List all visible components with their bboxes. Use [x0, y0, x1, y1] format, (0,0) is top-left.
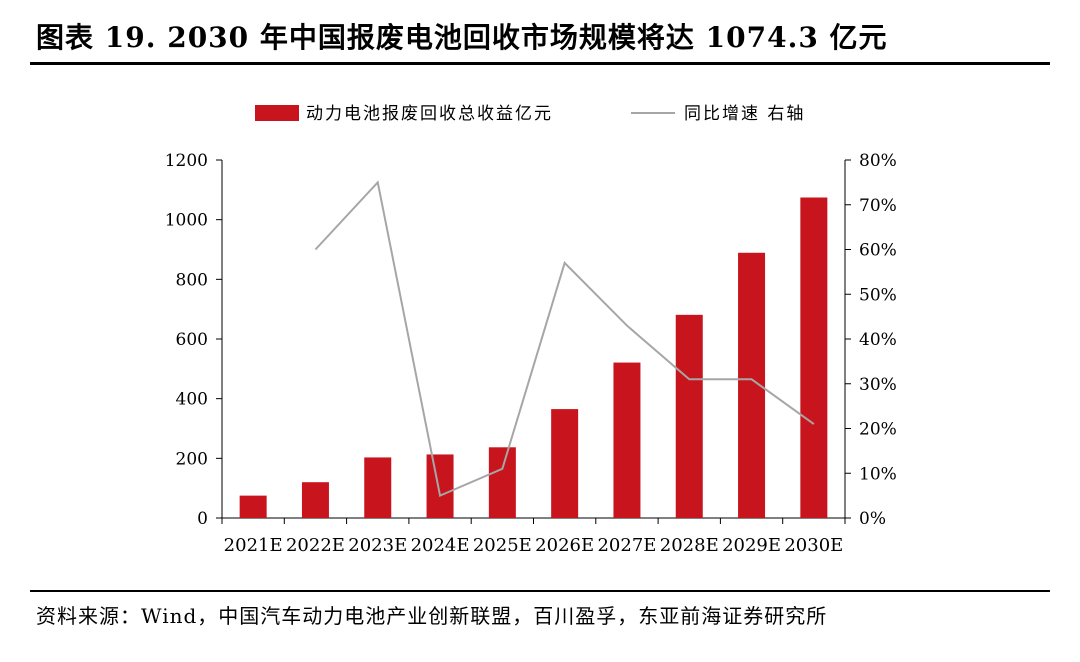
- y-right-tick-label: 30%: [859, 375, 897, 395]
- x-tick-label: 2024E: [411, 535, 470, 556]
- x-tick-label: 2028E: [660, 535, 719, 556]
- legend-swatch-bar: [255, 105, 299, 121]
- figure-title: 图表 19. 2030 年中国报废电池回收市场规模将达 1074.3 亿元: [36, 21, 888, 54]
- y-right-tick-label: 60%: [859, 241, 897, 261]
- legend-label-line: 同比增速 右轴: [684, 104, 805, 124]
- bar: [301, 482, 329, 518]
- title-rule: [30, 62, 1050, 65]
- y-right-tick-label: 10%: [859, 464, 897, 484]
- y-right-tick-label: 70%: [859, 196, 897, 216]
- y-right-tick-label: 50%: [859, 285, 897, 305]
- bar: [800, 197, 828, 519]
- bar: [675, 314, 703, 518]
- x-tick-label: 2030E: [784, 535, 843, 556]
- bar: [239, 495, 267, 518]
- y-right-tick-label: 80%: [859, 151, 897, 171]
- x-tick-label: 2027E: [597, 535, 656, 556]
- x-tick-label: 2023E: [348, 535, 407, 556]
- x-tick-label: 2025E: [473, 535, 532, 556]
- x-tick-label: 2021E: [224, 535, 283, 556]
- x-tick-label: 2029E: [722, 535, 781, 556]
- x-tick-label: 2022E: [286, 535, 345, 556]
- y-right-tick-label: 40%: [859, 330, 897, 350]
- bar: [551, 409, 579, 518]
- legend-label-bar: 动力电池报废回收总收益亿元: [306, 104, 553, 124]
- bar: [488, 447, 516, 518]
- source-rule: [30, 590, 1050, 592]
- y-left-tick-label: 0: [197, 509, 208, 529]
- y-left-tick-label: 1200: [165, 151, 208, 171]
- y-left-tick-label: 400: [176, 390, 208, 410]
- y-left-tick-label: 600: [176, 330, 208, 350]
- x-tick-label: 2026E: [535, 535, 594, 556]
- y-left-tick-label: 800: [176, 270, 208, 290]
- bar: [613, 362, 641, 518]
- source-note: 资料来源：Wind，中国汽车动力电池产业创新联盟，百川盈孚，东亚前海证券研究所: [36, 604, 828, 628]
- y-right-tick-label: 20%: [859, 420, 897, 440]
- y-left-tick-label: 1000: [165, 211, 208, 231]
- bar: [364, 457, 392, 518]
- y-left-tick-label: 200: [176, 449, 208, 469]
- y-right-tick-label: 0%: [859, 509, 886, 529]
- chart: 动力电池报废回收总收益亿元 同比增速 右轴 0 200 400 600 800 1000 120…: [165, 104, 897, 556]
- bar: [426, 454, 454, 518]
